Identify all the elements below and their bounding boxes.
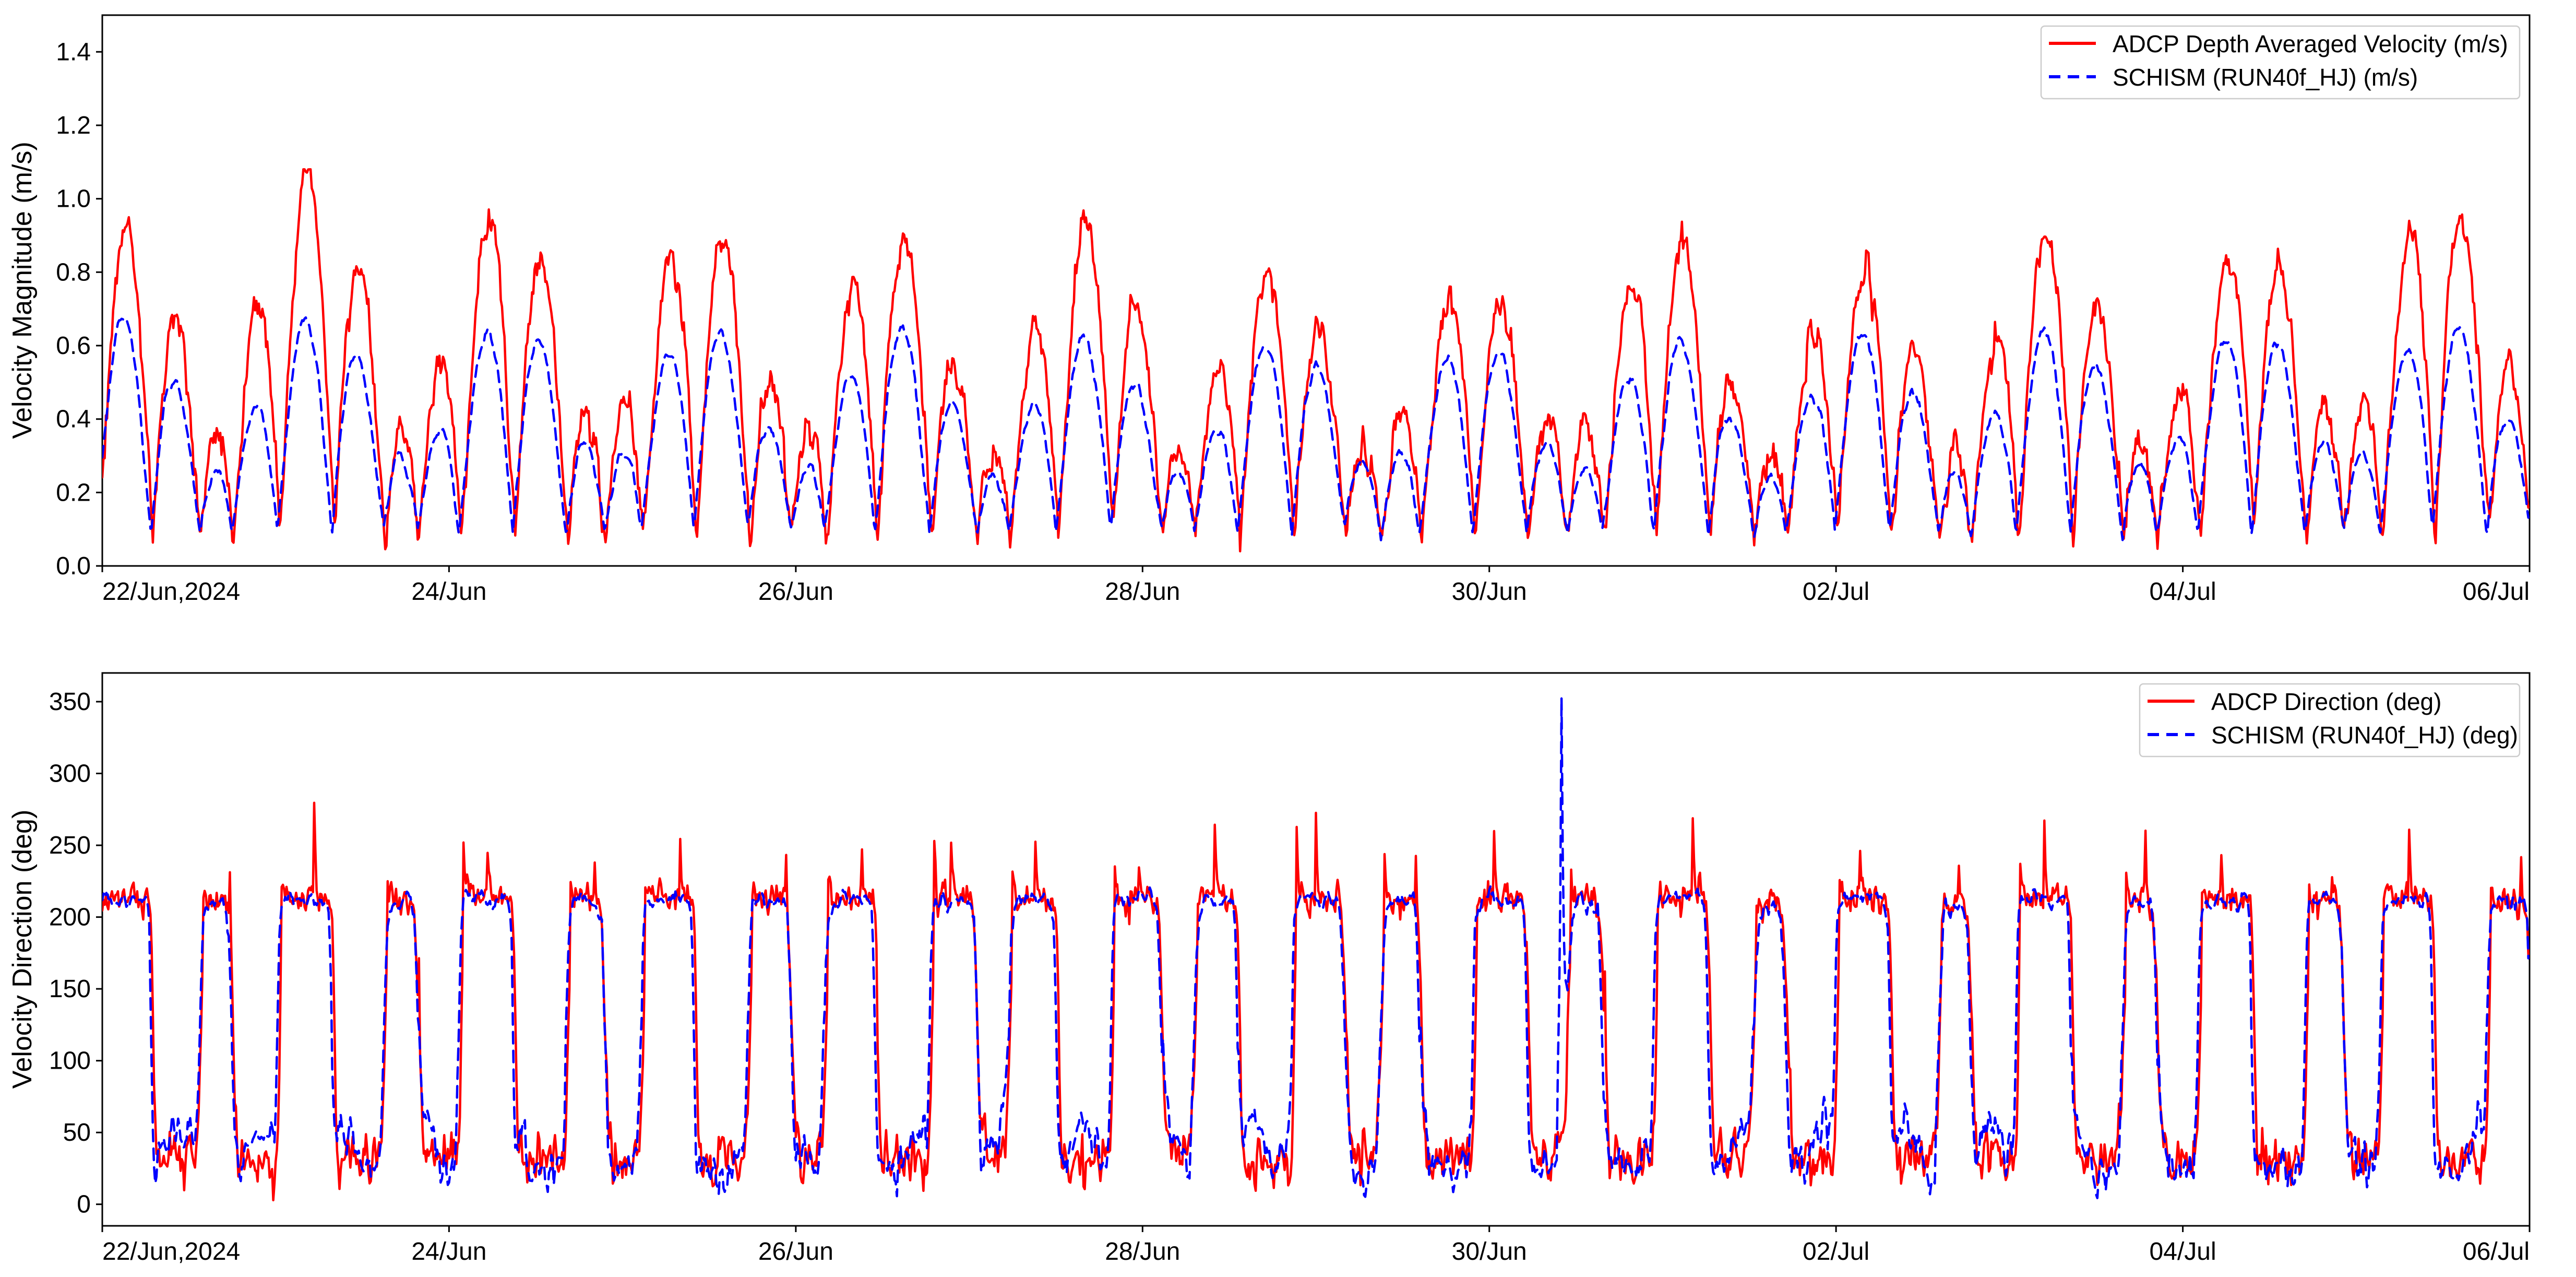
svg-text:100: 100: [49, 1047, 91, 1075]
svg-text:0.4: 0.4: [56, 406, 91, 433]
svg-text:SCHISM (RUN40f_HJ) (m/s): SCHISM (RUN40f_HJ) (m/s): [2113, 64, 2418, 91]
svg-text:300: 300: [49, 760, 91, 788]
svg-text:0.8: 0.8: [56, 258, 91, 286]
svg-text:04/Jul: 04/Jul: [2150, 1238, 2216, 1266]
svg-text:0.6: 0.6: [56, 332, 91, 360]
svg-text:28/Jun: 28/Jun: [1105, 578, 1180, 606]
svg-text:ADCP Direction (deg): ADCP Direction (deg): [2211, 688, 2441, 715]
svg-text:24/Jun: 24/Jun: [411, 1238, 486, 1266]
svg-text:250: 250: [49, 832, 91, 859]
svg-text:24/Jun: 24/Jun: [411, 578, 486, 606]
svg-text:02/Jul: 02/Jul: [1803, 1238, 1869, 1266]
svg-text:22/Jun,2024: 22/Jun,2024: [102, 578, 240, 606]
svg-text:200: 200: [49, 904, 91, 931]
svg-text:26/Jun: 26/Jun: [758, 1238, 833, 1266]
svg-text:ADCP Depth Averaged Velocity (: ADCP Depth Averaged Velocity (m/s): [2113, 30, 2508, 57]
svg-text:0.0: 0.0: [56, 552, 91, 580]
svg-text:30/Jun: 30/Jun: [1452, 578, 1527, 606]
svg-text:30/Jun: 30/Jun: [1452, 1238, 1527, 1266]
svg-text:06/Jul: 06/Jul: [2463, 578, 2530, 606]
svg-text:SCHISM (RUN40f_HJ) (deg): SCHISM (RUN40f_HJ) (deg): [2211, 722, 2518, 749]
svg-text:50: 50: [63, 1119, 91, 1146]
svg-text:0.2: 0.2: [56, 479, 91, 506]
svg-text:02/Jul: 02/Jul: [1803, 578, 1869, 606]
svg-text:150: 150: [49, 975, 91, 1003]
svg-text:1.4: 1.4: [56, 38, 91, 66]
svg-text:1.0: 1.0: [56, 185, 91, 213]
svg-text:1.2: 1.2: [56, 112, 91, 139]
svg-text:26/Jun: 26/Jun: [758, 578, 833, 606]
svg-text:06/Jul: 06/Jul: [2463, 1238, 2530, 1266]
svg-text:350: 350: [49, 688, 91, 716]
svg-text:Velocity Magnitude (m/s): Velocity Magnitude (m/s): [7, 141, 38, 439]
svg-text:Velocity Direction (deg): Velocity Direction (deg): [7, 810, 38, 1089]
svg-text:0: 0: [77, 1191, 91, 1219]
svg-text:22/Jun,2024: 22/Jun,2024: [102, 1238, 240, 1266]
svg-text:04/Jul: 04/Jul: [2150, 578, 2216, 606]
svg-text:28/Jun: 28/Jun: [1105, 1238, 1180, 1266]
